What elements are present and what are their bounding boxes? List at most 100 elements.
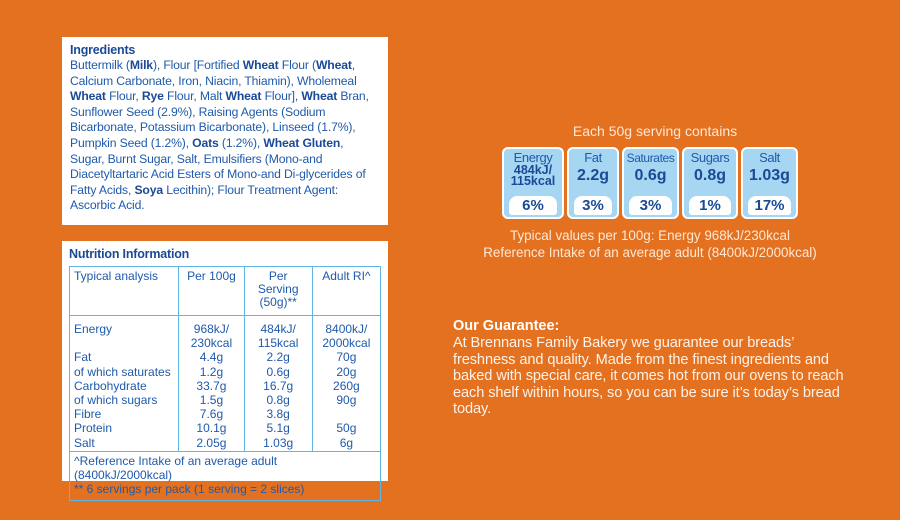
gda-name: Fat [584, 150, 602, 165]
cell-per-serving: 3.8g [243, 407, 313, 422]
ingredient-text: Flour, Malt [163, 89, 226, 104]
table-footnotes-row: ^Reference Intake of an average adult (8… [69, 450, 381, 501]
cell-ri: 90g [311, 393, 382, 408]
ingredient-text: , Sugar, Burnt Sugar, Salt, Emulsifiers … [70, 135, 366, 197]
gda-box-fat: Fat 2.2g 3% [567, 147, 619, 219]
nutrition-panel: Nutrition Information Typical analysis P… [62, 241, 388, 501]
allergen-text: Oats [192, 135, 219, 150]
row-label: of which sugars [68, 393, 180, 408]
gda-name: Sugars [690, 150, 730, 165]
cell-ri: 50g [311, 421, 382, 436]
table-header-row: Typical analysis Per 100g Per Serving (5… [68, 266, 382, 316]
ingredients-text: Buttermilk (Milk), Flour [Fortified Whea… [70, 58, 380, 214]
cell-per-serving: 5.1g [243, 421, 313, 436]
cell-ri: 6g [311, 435, 382, 452]
reference-intake-note: Reference Intake of an average adult (84… [483, 245, 817, 260]
typical-values-note: Typical values per 100g: Energy 968kJ/23… [510, 228, 790, 243]
cell-per100: 2.05g [178, 435, 245, 452]
ingredient-text: Flour ( [278, 58, 316, 72]
header-typical-analysis: Typical analysis [68, 266, 180, 316]
footnote-reference-intake: ^Reference Intake of an average adult (8… [74, 453, 278, 482]
gda-box-energy: Energy 484kJ/ 115kcal 6% [502, 147, 564, 219]
cell-line: 484kJ/ [260, 322, 296, 336]
gda-percent: 6% [509, 196, 557, 215]
cell-line: 230kcal [190, 336, 233, 351]
cell-per-serving: 2.2g [243, 350, 313, 365]
cell-line: 8400kJ/ [325, 322, 368, 336]
cell-ri: 20g [311, 364, 382, 379]
gda-box-saturates: Saturates 0.6g 3% [622, 147, 679, 219]
gda-value-line2: 115kcal [510, 174, 556, 188]
nutrition-table: Typical analysis Per 100g Per Serving (5… [68, 266, 382, 501]
allergen-text: Wheat [301, 89, 338, 104]
gda-name: Energy [513, 150, 553, 165]
table-row: Fat 4.4g 2.2g 70g [68, 350, 382, 365]
ingredient-text: , Calcium Carbonate, Iron, Niacin, Thiam… [70, 58, 357, 88]
table-row: Salt 2.05g 1.03g 6g [68, 435, 382, 452]
allergen-text: Milk [129, 58, 153, 72]
table-row: Carbohydrate 33.7g 16.7g 260g [68, 378, 382, 394]
ingredients-panel: Ingredients Buttermilk (Milk), Flour [Fo… [62, 37, 388, 225]
gda-box-salt: Salt 1.03g 17% [741, 147, 798, 219]
cell-per100: 10.1g [178, 421, 245, 436]
row-label: Fat [68, 350, 180, 365]
cell-per100: 1.2g [178, 364, 245, 379]
gda-value: 1.03g [749, 167, 790, 184]
gda-notes: Typical values per 100g: Energy 968kJ/23… [450, 227, 850, 261]
gda-heading: Each 50g serving contains [572, 123, 738, 139]
cell-per-serving: 0.6g [243, 364, 313, 379]
cell-per100: 7.6g [178, 407, 245, 422]
table-row: of which saturates 1.2g 0.6g 20g [68, 364, 382, 379]
cell-per-serving: 484kJ/ 115kcal [243, 315, 313, 351]
ingredient-text: Flour, [105, 89, 142, 104]
ingredients-title: Ingredients [70, 43, 136, 57]
table-row: Fibre 7.6g 3.8g [68, 407, 382, 422]
header-per-100g: Per 100g [178, 266, 245, 316]
ingredient-text: Flour], [261, 89, 302, 104]
header-per-serving: Per Serving (50g)** [243, 266, 313, 316]
header-per-serving-line1: Per Serving [257, 269, 299, 296]
header-per-serving-line2: (50g)** [259, 295, 297, 309]
cell-per100: 33.7g [178, 378, 245, 394]
cell-ri [311, 407, 382, 422]
table-row: of which sugars 1.5g 0.8g 90g [68, 393, 382, 408]
ingredient-text: Buttermilk ( [70, 58, 130, 72]
cell-per-serving: 16.7g [243, 378, 313, 394]
allergen-text: Wheat Gluten [263, 135, 341, 150]
table-row-energy: Energy 968kJ/ 230kcal 484kJ/ 115kcal 840… [68, 315, 382, 351]
gda-percent: 3% [574, 196, 612, 215]
gda-name: Salt [759, 150, 780, 165]
row-label: Protein [68, 421, 180, 436]
allergen-text: Wheat [70, 89, 106, 104]
cell-ri: 70g [311, 350, 382, 365]
table-footnotes: ^Reference Intake of an average adult (8… [69, 450, 381, 501]
ingredient-text: ), Flour [Fortified [152, 58, 243, 72]
cell-ri: 8400kJ/ 2000kcal [311, 315, 382, 351]
row-label: Salt [68, 435, 180, 452]
gda-value: 0.8g [693, 167, 726, 184]
guarantee-section: Our Guarantee: At Brennans Family Bakery… [453, 318, 853, 418]
table-row: Protein 10.1g 5.1g 50g [68, 421, 382, 436]
footnote-servings: ** 6 servings per pack (1 serving = 2 sl… [74, 481, 305, 496]
ingredient-text: Lecithin); Flour Treatment Agent: Ascorb… [70, 182, 339, 213]
cell-ri: 260g [311, 378, 382, 394]
gda-name: Saturates [626, 151, 675, 165]
cell-per-serving: 0.8g [243, 393, 313, 408]
row-label: Energy [68, 315, 180, 351]
allergen-text: Soya [134, 182, 163, 197]
ingredient-text: (1.2%), [218, 135, 264, 150]
guarantee-body: At Brennans Family Bakery we guarantee o… [453, 335, 844, 417]
gda-value: 2.2g [576, 167, 609, 184]
gda-box-sugars: Sugars 0.8g 1% [682, 147, 738, 219]
guarantee-title: Our Guarantee: [453, 318, 560, 334]
cell-line: 115kcal [257, 336, 299, 351]
gda-percent: 17% [748, 196, 791, 215]
cell-per100: 1.5g [178, 393, 245, 408]
row-label: Carbohydrate [68, 378, 180, 394]
gda-percent: 1% [689, 196, 731, 215]
cell-per-serving: 1.03g [243, 435, 313, 452]
allergen-text: Wheat [225, 89, 262, 104]
cell-per100: 968kJ/ 230kcal [178, 315, 245, 351]
ingredient-text: Bran, Sunflower Seed (2.9%), Raising Age… [70, 89, 369, 150]
cell-line: 2000kcal [322, 336, 371, 351]
